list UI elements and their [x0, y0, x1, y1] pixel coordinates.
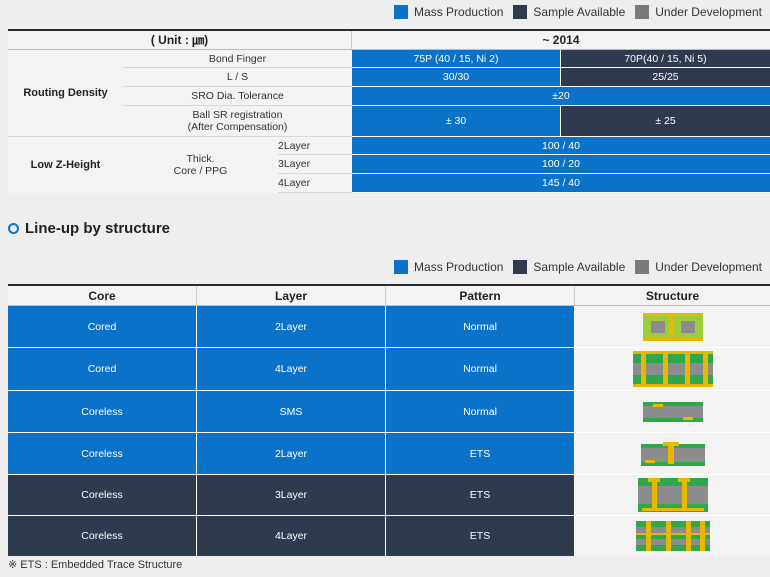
sample-swatch: [513, 260, 528, 274]
layer-cell: 3Layer: [197, 475, 386, 515]
low-z-label: Low Z-Height: [30, 159, 101, 171]
pattern-cell: Normal: [386, 348, 575, 390]
legend-dev-label: Under Development: [655, 5, 762, 19]
section-title-text: Line-up by structure: [25, 220, 171, 237]
table-row: Cored 4Layer Normal: [8, 348, 770, 391]
structure-4layer-cored-image: [632, 351, 713, 387]
structure-2layer-ets-image: [640, 441, 705, 466]
sample-swatch: [513, 5, 528, 19]
mass-swatch: [394, 260, 409, 274]
thick-label: Thick. Core / PPG: [173, 153, 228, 177]
mass-value: 100 / 20: [352, 155, 770, 174]
structure-cell: [575, 348, 770, 390]
header-core: Core: [8, 286, 197, 305]
mass-value: ± 30: [352, 106, 561, 137]
table-row: Coreless 2Layer ETS: [8, 433, 770, 475]
mass-value: 30/30: [352, 68, 561, 87]
legend-dev: Under Development: [635, 5, 762, 19]
structure-cell: [575, 306, 770, 347]
pattern-cell: ETS: [386, 433, 575, 474]
legend-sample-label: Sample Available: [533, 5, 626, 19]
row-label: Bond Finger: [123, 50, 352, 68]
structure-sms-coreless-image: [642, 401, 703, 422]
layer-cell: SMS: [197, 391, 386, 432]
sample-value: ± 25: [561, 106, 770, 137]
circle-bullet-icon: [8, 223, 19, 234]
layer-cell: 4Layer: [197, 348, 386, 390]
spec-table: ( Unit : ㎛) ~ 2014 Routing Density Bond …: [8, 29, 770, 193]
row-label: 3Layer: [278, 155, 352, 174]
sample-value: 70P(40 / 15, Ni 5): [561, 50, 770, 68]
header-pattern: Pattern: [386, 286, 575, 305]
structure-2layer-cored-image: [642, 312, 703, 341]
mass-value: 100 / 40: [352, 137, 770, 155]
year-header: ~ 2014: [352, 31, 770, 50]
unit-header: ( Unit : ㎛): [8, 31, 352, 50]
structure-cell: [575, 475, 770, 515]
core-cell: Coreless: [8, 433, 197, 474]
legend-mass: Mass Production: [394, 260, 503, 274]
dev-swatch: [635, 260, 650, 274]
legend-mass-label: Mass Production: [414, 5, 504, 19]
section-title: Line-up by structure: [8, 220, 170, 237]
mass-value: ±20: [352, 87, 770, 106]
core-cell: Cored: [8, 348, 197, 390]
row-label: SRO Dia. Tolerance: [123, 87, 352, 106]
table-row: Coreless SMS Normal: [8, 391, 770, 433]
mass-value: 145 / 40: [352, 174, 770, 193]
structure-4layer-ets-image: [635, 521, 710, 551]
core-cell: Coreless: [8, 516, 197, 556]
table-row: Coreless 3Layer ETS: [8, 475, 770, 516]
core-cell: Coreless: [8, 475, 197, 515]
legend-top: Mass Production Sample Available Under D…: [384, 5, 762, 19]
lineup-header: Core Layer Pattern Structure: [8, 286, 770, 306]
layer-cell: 2Layer: [197, 433, 386, 474]
row-label: 2Layer: [278, 137, 352, 155]
layer-cell: 4Layer: [197, 516, 386, 556]
pattern-cell: ETS: [386, 516, 575, 556]
lineup-table: Core Layer Pattern Structure Cored 2Laye…: [8, 284, 770, 556]
header-structure: Structure: [645, 288, 700, 303]
mass-value: 75P (40 / 15, Ni 2): [352, 50, 561, 68]
legend-mass: Mass Production: [394, 5, 503, 19]
structure-3layer-ets-image: [637, 478, 708, 512]
row-label: 4Layer: [278, 174, 352, 193]
pattern-cell: Normal: [386, 391, 575, 432]
legend-dev-label: Under Development: [655, 260, 762, 274]
structure-cell: [575, 433, 770, 474]
routing-density-label: Routing Density: [8, 50, 123, 137]
row-label: Ball SR registration (After Compensation…: [123, 106, 352, 137]
legend-mass-label: Mass Production: [414, 260, 504, 274]
legend-sample: Sample Available: [513, 5, 625, 19]
header-layer: Layer: [197, 286, 386, 305]
core-cell: Coreless: [8, 391, 197, 432]
structure-cell: [575, 516, 770, 556]
mass-swatch: [394, 5, 409, 19]
footnote: ※ ETS : Embedded Trace Structure: [8, 559, 183, 571]
legend-dev: Under Development: [635, 260, 762, 274]
layer-cell: 2Layer: [197, 306, 386, 347]
structure-cell: [575, 391, 770, 432]
core-cell: Cored: [8, 306, 197, 347]
pattern-cell: Normal: [386, 306, 575, 347]
legend-sample-label: Sample Available: [533, 260, 626, 274]
legend-bottom: Mass Production Sample Available Under D…: [384, 260, 762, 274]
table-row: Cored 2Layer Normal: [8, 306, 770, 348]
dev-swatch: [635, 5, 650, 19]
row-label: L / S: [123, 68, 352, 87]
table-row: Coreless 4Layer ETS: [8, 516, 770, 556]
legend-sample: Sample Available: [513, 260, 625, 274]
pattern-cell: ETS: [386, 475, 575, 515]
sample-value: 25/25: [561, 68, 770, 87]
